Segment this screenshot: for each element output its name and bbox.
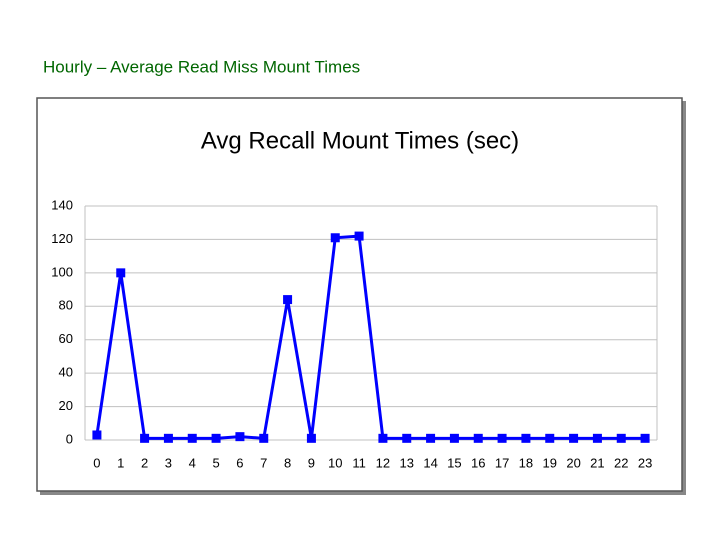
- x-tick-label: 22: [614, 455, 628, 470]
- x-tick-label: 8: [284, 455, 291, 470]
- x-tick-label: 9: [308, 455, 315, 470]
- x-tick-label: 18: [519, 455, 533, 470]
- x-tick-label: 23: [638, 455, 652, 470]
- data-point: [330, 233, 340, 243]
- data-point: [116, 268, 126, 278]
- data-point: [473, 433, 483, 443]
- data-point: [640, 433, 650, 443]
- x-tick-label: 17: [495, 455, 509, 470]
- x-tick-label: 10: [328, 455, 342, 470]
- x-tick-label: 6: [236, 455, 243, 470]
- data-point: [211, 433, 221, 443]
- data-point: [426, 433, 436, 443]
- data-point: [378, 433, 388, 443]
- data-point: [235, 432, 245, 442]
- x-tick-label: 0: [93, 455, 100, 470]
- data-point: [569, 433, 579, 443]
- y-tick-label: 0: [66, 431, 73, 446]
- chart-title: Avg Recall Mount Times (sec): [201, 127, 519, 154]
- y-tick-label: 40: [59, 365, 73, 380]
- data-point: [402, 433, 412, 443]
- x-tick-label: 15: [447, 455, 461, 470]
- x-tick-label: 21: [590, 455, 604, 470]
- x-tick-label: 4: [189, 455, 196, 470]
- data-point: [259, 433, 269, 443]
- y-tick-label: 140: [51, 197, 73, 212]
- x-tick-label: 14: [423, 455, 437, 470]
- data-point: [283, 295, 293, 305]
- data-point: [92, 430, 102, 440]
- chart-frame: [36, 97, 683, 492]
- x-tick-label: 1: [117, 455, 124, 470]
- x-tick-label: 20: [566, 455, 580, 470]
- x-tick-label: 19: [543, 455, 557, 470]
- data-point: [187, 433, 197, 443]
- data-point: [163, 433, 173, 443]
- y-tick-label: 100: [51, 264, 73, 279]
- data-point: [306, 433, 316, 443]
- y-tick-label: 20: [59, 398, 73, 413]
- data-point: [592, 433, 602, 443]
- data-point: [449, 433, 459, 443]
- x-tick-label: 12: [376, 455, 390, 470]
- y-tick-label: 120: [51, 231, 73, 246]
- data-point: [521, 433, 531, 443]
- x-tick-label: 2: [141, 455, 148, 470]
- x-tick-label: 7: [260, 455, 267, 470]
- y-tick-label: 60: [59, 331, 73, 346]
- x-tick-label: 16: [471, 455, 485, 470]
- data-point: [140, 433, 150, 443]
- data-point: [497, 433, 507, 443]
- x-tick-label: 5: [212, 455, 219, 470]
- page-title: Hourly – Average Read Miss Mount Times: [43, 57, 360, 76]
- y-tick-label: 80: [59, 298, 73, 313]
- data-point: [616, 433, 626, 443]
- x-tick-label: 13: [400, 455, 414, 470]
- x-tick-label: 3: [165, 455, 172, 470]
- data-point: [545, 433, 555, 443]
- data-point: [354, 231, 364, 241]
- x-tick-label: 11: [352, 455, 366, 470]
